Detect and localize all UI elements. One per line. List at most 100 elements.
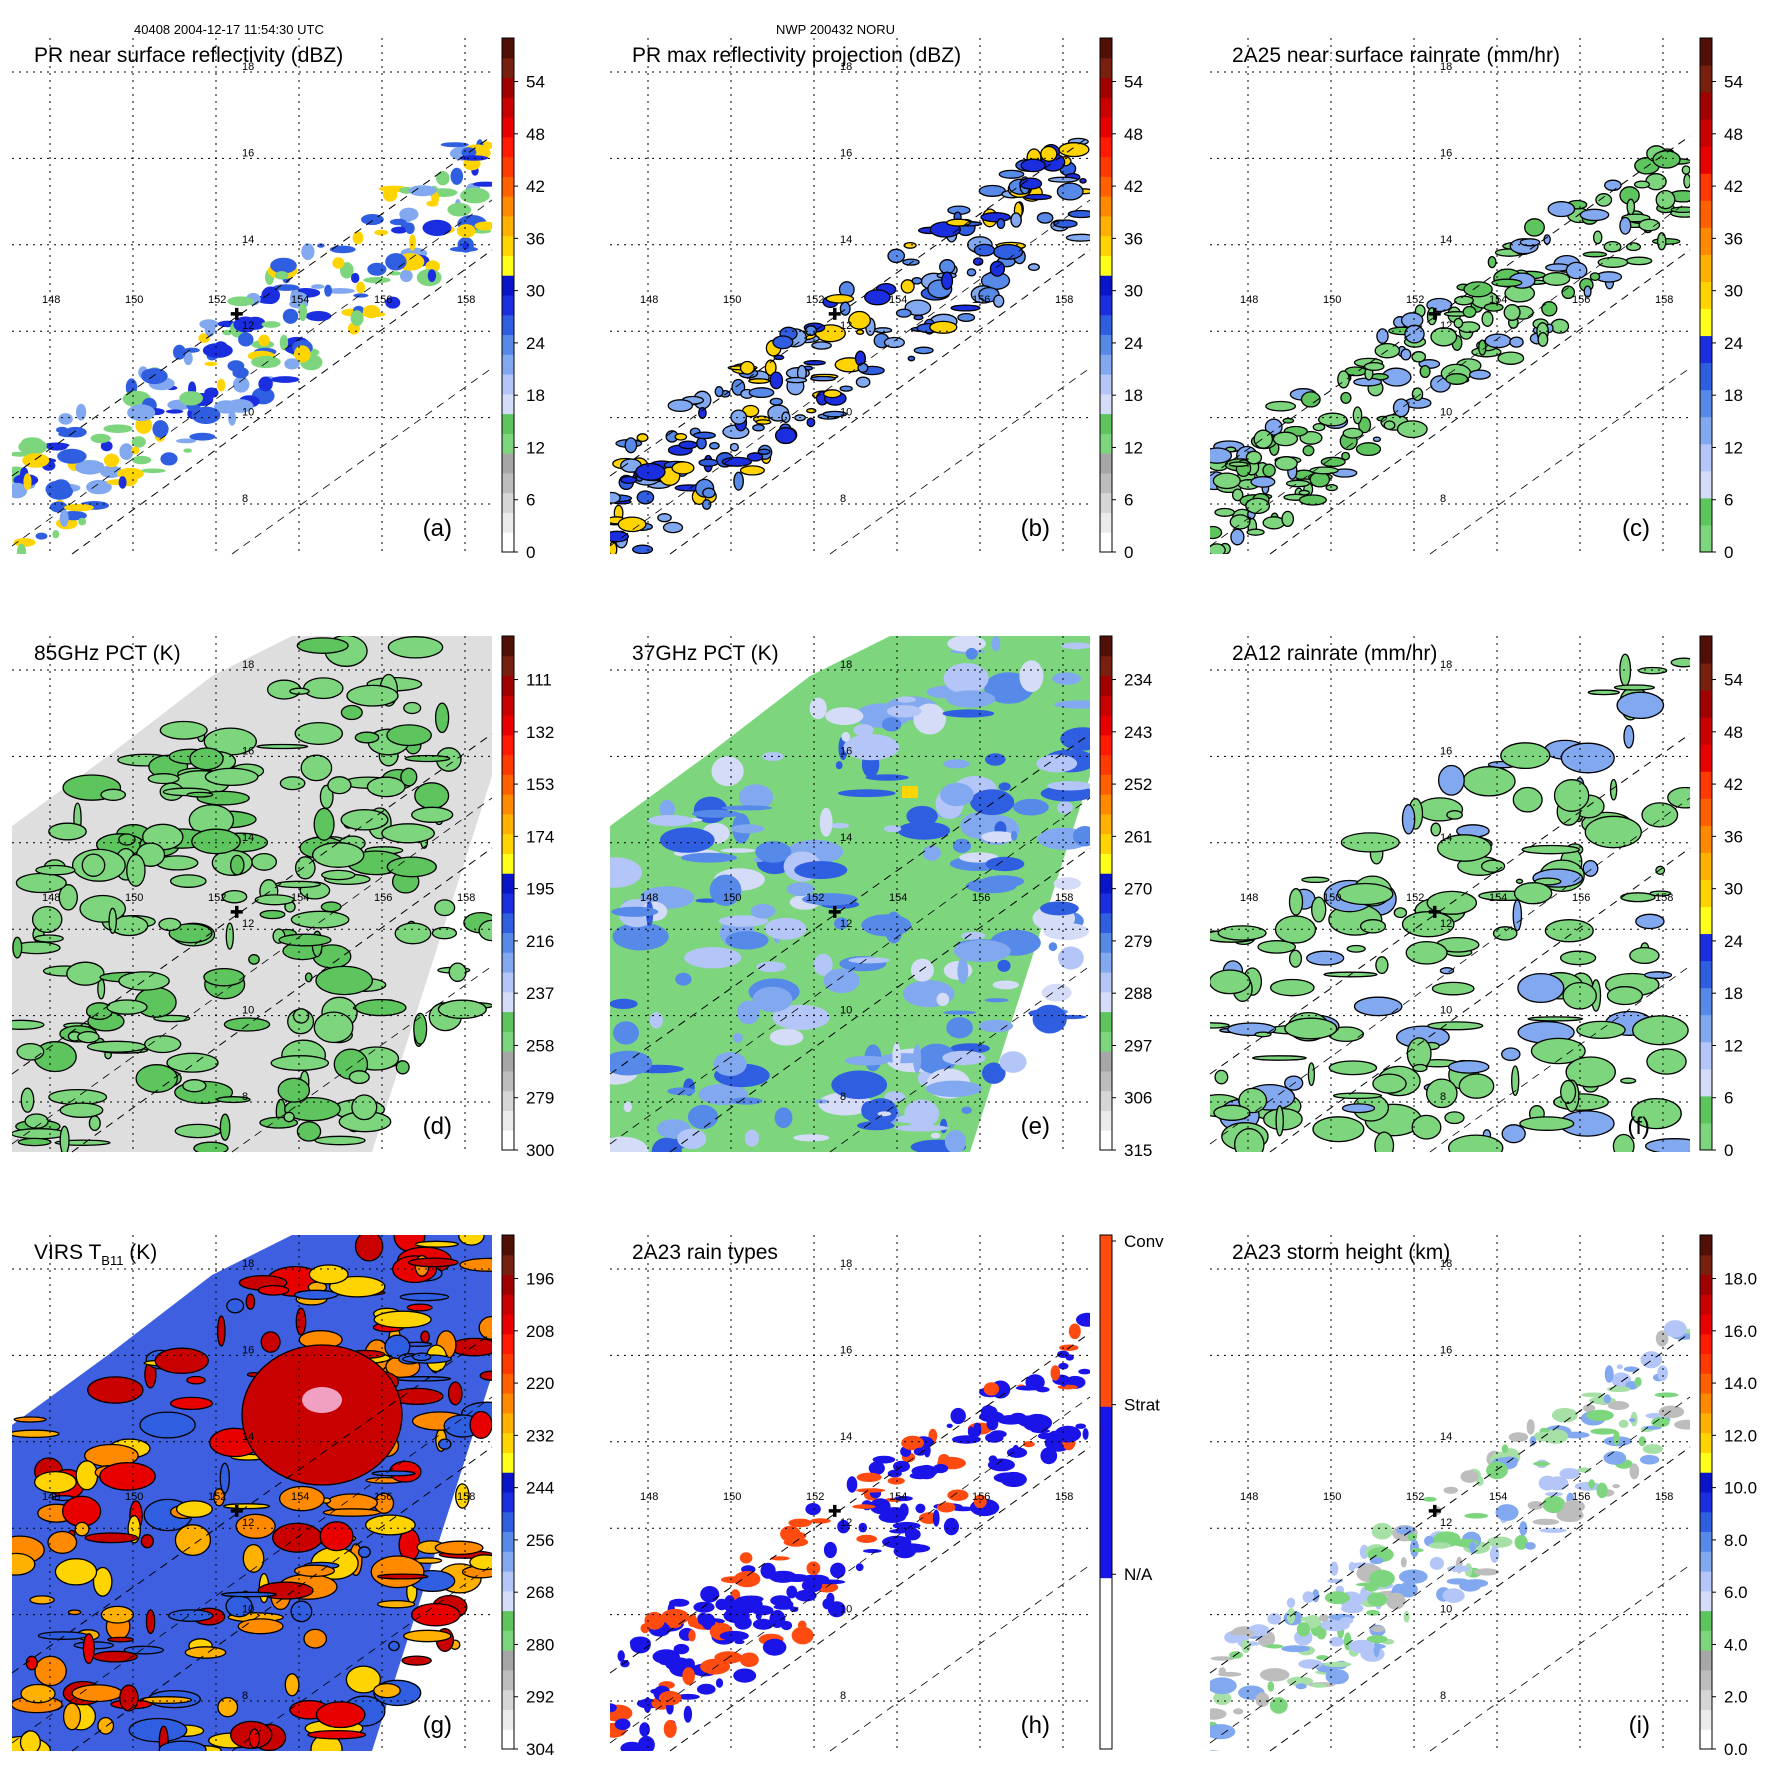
rain-cell: [1312, 1116, 1365, 1143]
rain-cell: [791, 1626, 814, 1645]
colorbar-segment: [1100, 77, 1112, 98]
rain-cell: [631, 1749, 640, 1751]
swath-edge: [1269, 249, 1691, 555]
map-area-e: [610, 636, 1090, 1152]
rain-cell: [973, 1422, 982, 1437]
rain-cell: [75, 1460, 99, 1491]
colorbar-segment: [502, 833, 514, 854]
colorbar-tick-label: 288: [1124, 984, 1152, 1003]
lat-label: 16: [1440, 745, 1452, 757]
tmi-edge: [829, 1564, 1091, 1752]
swath-edge: [609, 1332, 1091, 1674]
colorbar-tick-label: 30: [1124, 282, 1143, 301]
rain-cell: [1296, 1622, 1311, 1637]
rain-cell: [167, 1609, 214, 1622]
colorbar-segment: [1700, 1095, 1712, 1124]
rain-cell: [961, 1106, 972, 1114]
colorbar-segment: [1100, 1031, 1112, 1052]
rain-cell: [748, 387, 775, 399]
colorbar-tick-label: 300: [526, 1141, 554, 1160]
rain-cell: [772, 335, 794, 350]
rain-cell: [1633, 180, 1651, 189]
rain-cell: [1061, 642, 1090, 650]
rain-cell: [296, 1121, 322, 1142]
rain-cell: [868, 1461, 885, 1475]
rain-cell: [77, 1030, 100, 1044]
rain-cell: [66, 961, 105, 986]
colorbar-segment: [1100, 255, 1112, 276]
rain-cell: [1316, 1655, 1329, 1660]
rain-cell: [59, 509, 69, 527]
rain-cell: [1348, 1639, 1375, 1654]
swath-edge: [669, 847, 1091, 1153]
rain-cell: [1656, 232, 1667, 251]
rain-cell: [1231, 488, 1244, 502]
panel-h: 148 150 152 154 156 158 8 10 12 14 16 18 2A23 rain t…: [609, 1232, 1164, 1752]
rain-cell: [644, 1611, 665, 1630]
colorbar-segment: [502, 1689, 514, 1710]
rain-cell: [661, 1608, 690, 1625]
colorbar-segment: [1700, 1689, 1712, 1710]
rain-cell: [1559, 1468, 1580, 1480]
colorbar-segment: [502, 1353, 514, 1374]
rain-cell: [916, 1464, 937, 1480]
colorbar-segment: [1700, 1551, 1712, 1572]
rain-cell: [1411, 387, 1424, 402]
rain-cell: [1587, 689, 1620, 696]
rain-cell: [1027, 263, 1040, 272]
rain-cell: [16, 1042, 45, 1061]
colorbar-tick-label: 54: [1124, 73, 1143, 92]
rain-cell: [635, 462, 666, 481]
rain-cell: [1366, 1609, 1380, 1616]
colorbar-segment: [1100, 952, 1112, 973]
colorbar-segment: [502, 794, 514, 815]
rain-cell: [1655, 189, 1676, 210]
rain-cell: [327, 776, 352, 795]
rain-cell: [135, 1064, 178, 1093]
rain-cell: [1616, 691, 1665, 720]
rain-cell: [351, 272, 360, 284]
rain-cell: [838, 735, 848, 761]
rain-cell: [1537, 332, 1549, 347]
rain-cell: [458, 1235, 485, 1246]
rain-cell: [1053, 219, 1078, 229]
colorbar-segment: [1100, 893, 1112, 914]
rain-cell: [1460, 1470, 1479, 1483]
rain-cell: [1411, 1114, 1442, 1140]
rain-cell: [166, 1052, 219, 1073]
rain-cell: [294, 345, 311, 363]
rain-cell: [258, 376, 273, 392]
rain-cell: [989, 260, 1006, 277]
orbit-header: 40408 2004-12-17 11:54:30 UTC: [134, 22, 324, 37]
rain-cell: [81, 853, 106, 877]
rain-cell: [1632, 1015, 1689, 1046]
lat-label: 18: [1440, 1258, 1452, 1270]
rain-cell: [719, 1630, 749, 1641]
colorbar-frame: [501, 635, 515, 1151]
rain-cell: [59, 1125, 70, 1152]
rain-cell: [1318, 412, 1348, 427]
rain-cell: [12, 1019, 45, 1030]
rain-cell: [1217, 925, 1267, 941]
rain-cell: [861, 914, 912, 937]
rain-cell: [189, 432, 216, 441]
rain-cell: [700, 1586, 720, 1603]
rain-cell: [1407, 1532, 1417, 1542]
lon-label: 154: [1489, 892, 1507, 904]
rain-cell: [270, 257, 297, 274]
colorbar-tick-label: 36: [1724, 827, 1743, 846]
colorbar-tick-label: 252: [1124, 775, 1152, 794]
rain-cell: [147, 773, 180, 785]
lat-label: 14: [840, 1431, 852, 1443]
colorbar-segment: [1700, 1412, 1712, 1434]
rain-cell: [691, 809, 740, 818]
lon-label: 150: [125, 892, 143, 904]
rain-cell: [1028, 1009, 1051, 1017]
rain-cell: [913, 1447, 927, 1456]
rain-cell: [1561, 285, 1576, 300]
rain-cell: [1544, 919, 1594, 943]
tmi-edge: [829, 367, 1091, 555]
rain-cell: [732, 1032, 743, 1043]
lat-label: 8: [840, 1690, 846, 1702]
colorbar-segment: [502, 1090, 514, 1111]
